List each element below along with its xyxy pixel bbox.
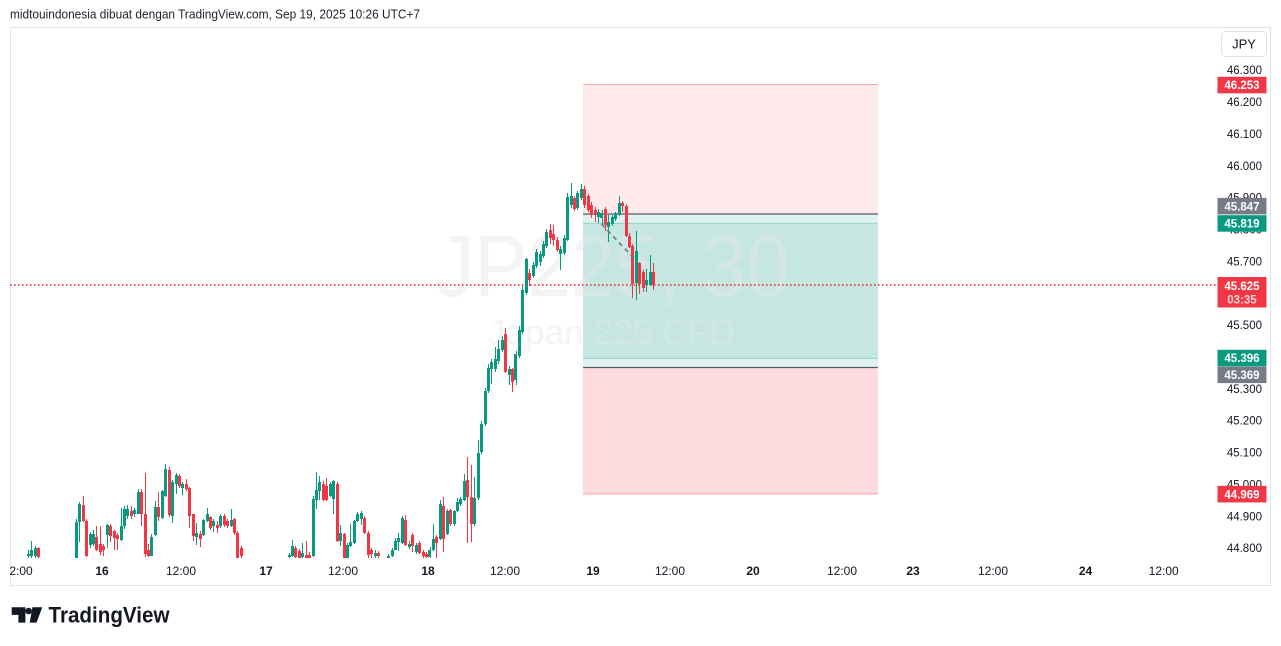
- svg-text:midtouindonesia dibuat dengan: midtouindonesia dibuat dengan TradingVie…: [10, 7, 420, 22]
- svg-text:19: 19: [586, 564, 600, 578]
- svg-text:23: 23: [906, 564, 920, 578]
- svg-text:12:00: 12:00: [655, 564, 685, 578]
- svg-text:12:00: 12:00: [328, 564, 358, 578]
- svg-text:45.300: 45.300: [1227, 384, 1262, 396]
- svg-text:45.700: 45.700: [1227, 256, 1262, 268]
- svg-text:12:00: 12:00: [490, 564, 520, 578]
- svg-text:17: 17: [259, 564, 273, 578]
- svg-text:2:00: 2:00: [9, 564, 33, 578]
- svg-text:45.819: 45.819: [1224, 219, 1259, 231]
- svg-text:44.800: 44.800: [1227, 543, 1262, 555]
- svg-text:12:00: 12:00: [827, 564, 857, 578]
- svg-text:12:00: 12:00: [1149, 564, 1179, 578]
- svg-text:Japan 225 CFD: Japan 225 CFD: [488, 314, 735, 352]
- svg-text:12:00: 12:00: [166, 564, 196, 578]
- svg-text:45.500: 45.500: [1227, 320, 1262, 332]
- svg-text:46.300: 46.300: [1227, 65, 1262, 77]
- svg-text:24: 24: [1079, 564, 1093, 578]
- svg-text:18: 18: [421, 564, 435, 578]
- svg-text:45.847: 45.847: [1224, 201, 1259, 213]
- svg-text:45.625: 45.625: [1224, 281, 1260, 293]
- svg-text:JPY: JPY: [1232, 37, 1256, 52]
- svg-text:Japan 225 CFD: Japan 225 CFD: [488, 314, 735, 352]
- svg-text:46.100: 46.100: [1227, 129, 1262, 141]
- svg-text:12:00: 12:00: [978, 564, 1008, 578]
- svg-text:46.253: 46.253: [1224, 80, 1259, 92]
- svg-text:16: 16: [95, 564, 109, 578]
- svg-text:JP225, 30: JP225, 30: [435, 218, 790, 315]
- svg-text:JP225, 30: JP225, 30: [435, 218, 790, 315]
- svg-text:45.100: 45.100: [1227, 448, 1262, 460]
- svg-text:44.900: 44.900: [1227, 511, 1262, 523]
- svg-text:45.369: 45.369: [1224, 370, 1259, 382]
- svg-text:45.396: 45.396: [1224, 353, 1259, 365]
- svg-text:44.969: 44.969: [1224, 489, 1259, 501]
- svg-text:03:35: 03:35: [1227, 294, 1257, 306]
- svg-text:46.000: 46.000: [1227, 161, 1262, 173]
- svg-text:46.200: 46.200: [1227, 97, 1262, 109]
- svg-text:TradingView: TradingView: [49, 603, 171, 628]
- svg-text:45.200: 45.200: [1227, 416, 1262, 428]
- svg-text:20: 20: [746, 564, 760, 578]
